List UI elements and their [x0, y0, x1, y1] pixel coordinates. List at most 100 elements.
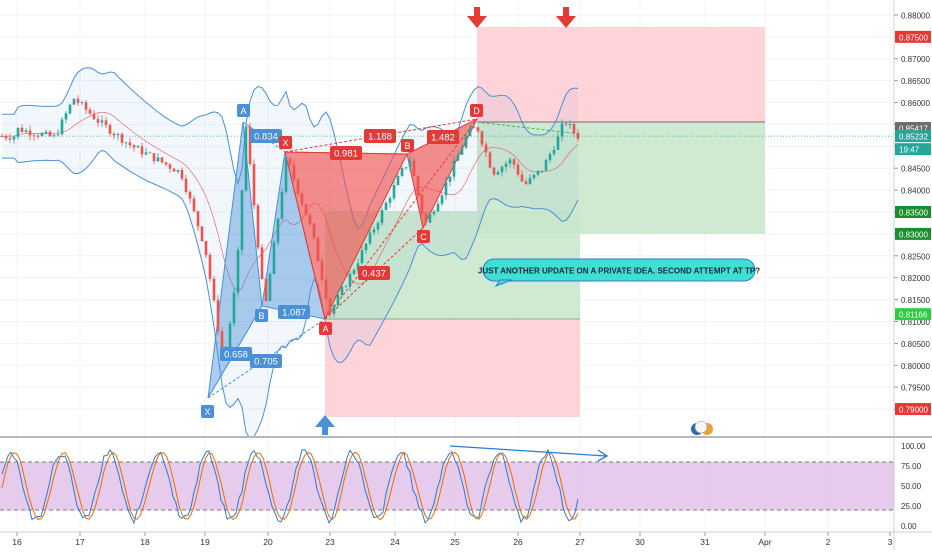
svg-text:X: X — [204, 407, 210, 417]
candle-body — [436, 203, 440, 212]
candle-body — [472, 127, 476, 129]
price-marker-1947: 19:47 — [895, 143, 931, 156]
candle-body — [476, 127, 480, 132]
time-tick-label: 18 — [140, 537, 150, 547]
candle-body — [524, 181, 528, 185]
candle-body — [360, 250, 364, 264]
candle-body — [564, 123, 568, 125]
candle-body — [420, 194, 424, 214]
candle-body — [372, 229, 376, 233]
candle-body — [80, 102, 84, 104]
annotation-text: JUST ANOTHER UPDATE ON A PRIVATE IDEA. S… — [478, 267, 760, 276]
svg-text:0.437: 0.437 — [362, 269, 386, 280]
candle-body — [484, 144, 488, 153]
candle-body — [448, 176, 452, 182]
annotation-callout[interactable]: JUST ANOTHER UPDATE ON A PRIVATE IDEA. S… — [478, 258, 760, 288]
ratio-label-1482: 1.482 — [427, 130, 459, 144]
candle-body — [364, 243, 368, 251]
candle-body — [100, 120, 104, 123]
candle-body — [324, 279, 328, 299]
ratio-label-1087: 1.087 — [278, 305, 310, 319]
candle-body — [24, 130, 28, 133]
candle-body — [268, 274, 272, 302]
candle-body — [292, 164, 296, 180]
candle-body — [92, 113, 96, 120]
candle-body — [192, 198, 196, 212]
time-tick-label: 20 — [263, 537, 273, 547]
price-tick-label: 0.87000 — [901, 55, 930, 64]
candle-body — [388, 198, 392, 203]
candle-body — [544, 160, 548, 171]
candle-body — [540, 170, 544, 172]
candle-body — [136, 146, 140, 148]
time-tick-label: 27 — [575, 537, 585, 547]
candle-body — [276, 218, 280, 243]
candle-body — [180, 169, 184, 179]
candle-body — [132, 145, 136, 148]
svg-text:0.834: 0.834 — [254, 132, 278, 143]
candle-body — [28, 130, 32, 136]
time-axis[interactable]: 16 17 18 19 20 23 24 25 26 27 30 31 Apr 2 3 — [12, 532, 893, 547]
candle-body — [112, 133, 116, 136]
candle-body — [520, 174, 524, 182]
svg-text:0.81166: 0.81166 — [899, 311, 928, 320]
candle-body — [408, 160, 412, 168]
candle-body — [104, 120, 108, 126]
candle-body — [376, 223, 380, 230]
candle-body — [412, 160, 416, 177]
ratio-label-0437: 0.437 — [358, 266, 390, 280]
candle-body — [272, 242, 276, 275]
candle-body — [528, 178, 532, 185]
candle-body — [64, 113, 68, 120]
candle-body — [200, 226, 204, 242]
candle-body — [76, 98, 80, 103]
candle-body — [176, 169, 180, 172]
candle-body — [148, 152, 152, 154]
point-label-a-blue: A — [237, 104, 250, 117]
band-middle — [2, 111, 579, 292]
candle-body — [72, 98, 76, 105]
candle-body — [260, 247, 264, 279]
svg-text:X: X — [282, 138, 288, 148]
osc-tick-label: 25.00 — [901, 502, 922, 511]
band-upper — [2, 67, 579, 229]
band-lower — [2, 149, 579, 436]
up-arrow-icon — [315, 415, 335, 435]
svg-text:0.981: 0.981 — [334, 149, 358, 160]
price-tick-label: 0.82500 — [901, 252, 930, 261]
price-axis[interactable]: 0.880000.875000.870000.865000.860000.855… — [894, 11, 930, 415]
candle-body — [252, 164, 256, 206]
candle-body — [368, 232, 372, 244]
point-label-c-red: C — [417, 230, 430, 243]
candle-body — [160, 157, 164, 163]
candle-body — [556, 136, 560, 150]
point-label-d-red: D — [470, 104, 483, 117]
svg-text:A: A — [240, 106, 246, 116]
time-tick-label: 17 — [75, 537, 85, 547]
candle-body — [568, 124, 572, 125]
price-tick-label: 0.82000 — [901, 274, 930, 283]
price-tick-label: 0.88000 — [901, 11, 930, 20]
price-marker-083500: 0.83500 — [895, 206, 931, 218]
svg-text:B: B — [258, 311, 264, 321]
svg-text:D: D — [473, 106, 480, 116]
time-tick-label: 31 — [700, 537, 710, 547]
svg-text:1.188: 1.188 — [368, 132, 392, 143]
price-tick-label: 0.86500 — [901, 77, 930, 86]
candle-body — [460, 147, 464, 155]
time-tick-label: 24 — [390, 537, 400, 547]
candle-body — [296, 179, 300, 194]
point-label-a-red: A — [319, 322, 332, 335]
oscillator-axis[interactable]: 100.00 75.00 50.00 25.00 0.00 — [901, 442, 926, 531]
candle-body — [452, 160, 456, 177]
candle-body — [532, 174, 536, 179]
candle-body — [416, 176, 420, 195]
candle-body — [36, 135, 40, 137]
economic-event-icon[interactable] — [691, 420, 713, 435]
candle-body — [172, 168, 176, 172]
price-marker-087500: 0.87500 — [895, 30, 931, 43]
candle-body — [492, 167, 496, 175]
candle-body — [304, 204, 308, 216]
candle-body — [0, 136, 4, 138]
